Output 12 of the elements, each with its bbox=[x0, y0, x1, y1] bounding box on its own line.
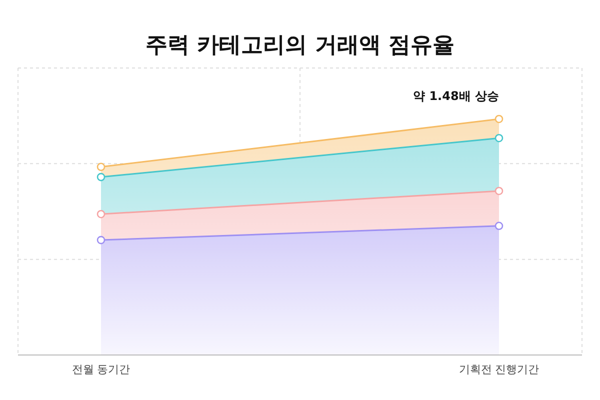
point bbox=[494, 134, 504, 142]
point bbox=[96, 162, 106, 172]
x-tick-label: 기획전 진행기간 bbox=[458, 363, 540, 376]
x-tick-label: 전월 동기간 bbox=[72, 363, 130, 376]
point bbox=[96, 172, 106, 182]
point bbox=[494, 114, 504, 124]
point bbox=[494, 186, 504, 196]
chart-title: 주력 카테고리의 거래액 점유율 bbox=[146, 33, 454, 58]
point bbox=[96, 236, 106, 244]
point bbox=[96, 210, 106, 218]
point bbox=[494, 222, 504, 230]
text: 약 1.48배 상승 bbox=[413, 89, 499, 103]
